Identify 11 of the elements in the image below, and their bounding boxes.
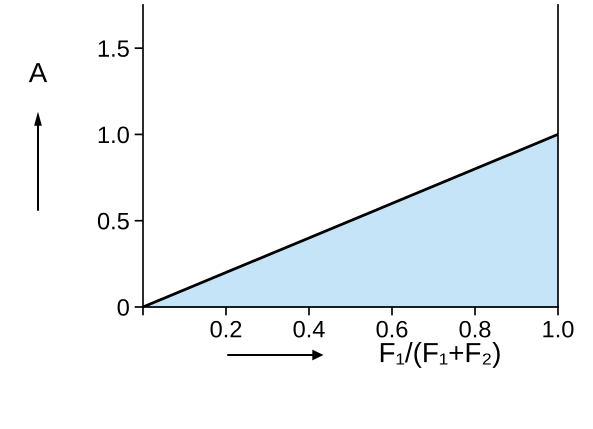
- x-tick-label: 0.6: [376, 320, 408, 338]
- y-axis-title: A: [28, 63, 48, 82]
- x-tick-label: 0.8: [460, 320, 490, 338]
- x-tick-label: 1.0: [543, 320, 574, 338]
- x-tick-label: 0.2: [210, 320, 242, 338]
- y-tick-label: 0.5: [98, 212, 129, 230]
- x-axis-title: F₁/(F₁+F₂): [380, 342, 500, 368]
- x-tick-label: 0.4: [294, 320, 325, 338]
- y-tick-label: 0: [118, 299, 129, 316]
- y-tick-label: 1.0: [98, 126, 129, 144]
- y-tick-label: 1.5: [98, 40, 129, 57]
